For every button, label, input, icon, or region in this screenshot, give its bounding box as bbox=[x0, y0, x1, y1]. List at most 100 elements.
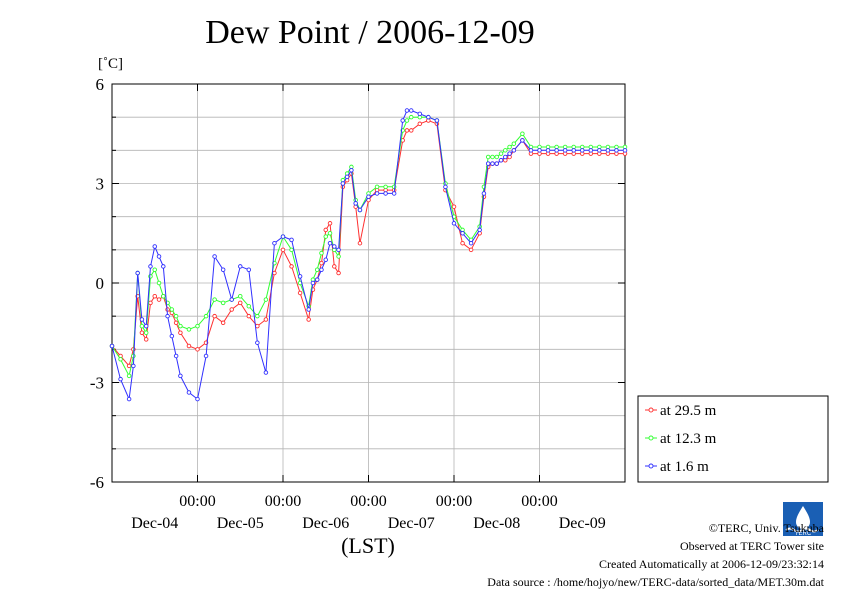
y-tick-label: -3 bbox=[90, 374, 104, 393]
credit-copyright: ©TERC, Univ. Tsukuba bbox=[708, 521, 824, 535]
series-point bbox=[468, 247, 474, 253]
series-point bbox=[289, 247, 294, 253]
x-day-label: Dec-08 bbox=[473, 515, 520, 532]
series-point bbox=[537, 148, 542, 153]
series-point bbox=[161, 264, 166, 269]
series-point bbox=[323, 234, 329, 239]
series-point bbox=[319, 267, 324, 272]
series-point bbox=[494, 154, 500, 160]
legend-marker bbox=[648, 435, 654, 441]
series-point bbox=[323, 257, 329, 263]
x-axis-label: (LST) bbox=[341, 533, 395, 558]
series-point bbox=[485, 161, 491, 166]
series-point bbox=[263, 297, 269, 302]
legend-label: at 29.5 m bbox=[660, 403, 717, 419]
series-point bbox=[434, 118, 440, 123]
series-point bbox=[520, 131, 525, 136]
series-point bbox=[212, 297, 217, 302]
series-point bbox=[118, 376, 123, 382]
series-point bbox=[336, 254, 341, 259]
series-point bbox=[344, 174, 350, 180]
x-tick-label: 00:00 bbox=[350, 493, 386, 510]
credit-source: Data source : /home/hojyo/new/TERC-data/… bbox=[487, 575, 824, 589]
series-point bbox=[156, 280, 162, 286]
series-point bbox=[391, 191, 397, 196]
series-point bbox=[374, 184, 380, 190]
series-point bbox=[246, 313, 252, 319]
series-point bbox=[220, 320, 226, 326]
x-tick-label: 00:00 bbox=[436, 493, 472, 510]
series-point bbox=[580, 148, 585, 153]
series-point bbox=[126, 396, 132, 402]
series-point bbox=[507, 144, 512, 150]
series-point bbox=[118, 357, 123, 362]
series-point bbox=[143, 323, 149, 329]
y-axis-unit-label: [˚C] bbox=[98, 56, 123, 72]
series-point bbox=[186, 390, 192, 395]
terc-logo: TERC bbox=[783, 502, 823, 537]
series-point bbox=[485, 154, 491, 160]
series-point bbox=[310, 280, 316, 286]
x-day-label: Dec-04 bbox=[131, 515, 178, 532]
series-point bbox=[126, 373, 132, 379]
legend-marker bbox=[648, 407, 654, 413]
x-tick-label: 00:00 bbox=[265, 493, 301, 510]
series-point bbox=[195, 323, 200, 329]
series-point bbox=[156, 254, 162, 259]
series-point bbox=[477, 227, 482, 233]
series-point bbox=[139, 330, 145, 336]
series-point bbox=[468, 240, 474, 246]
credit-observed: Observed at TERC Tower site bbox=[679, 539, 824, 553]
series-point bbox=[332, 264, 337, 269]
series-point bbox=[314, 267, 320, 272]
series-point bbox=[203, 313, 209, 319]
series-point bbox=[357, 207, 363, 213]
series-point bbox=[511, 141, 517, 146]
series-point bbox=[152, 244, 157, 249]
series-point bbox=[229, 307, 234, 312]
series-point bbox=[139, 323, 145, 329]
series-point bbox=[503, 148, 508, 153]
series-point bbox=[263, 370, 269, 375]
series-point bbox=[409, 128, 414, 133]
series-point bbox=[203, 353, 209, 359]
series-point bbox=[327, 221, 333, 226]
series-point bbox=[186, 327, 192, 332]
series-point bbox=[272, 270, 277, 276]
series-point bbox=[229, 297, 234, 302]
series-point bbox=[220, 300, 226, 306]
series-point bbox=[366, 194, 371, 200]
series-point bbox=[336, 270, 341, 276]
series-point bbox=[400, 118, 405, 123]
x-day-label: Dec-05 bbox=[217, 515, 264, 532]
series-point bbox=[289, 264, 294, 269]
series-point bbox=[143, 330, 149, 336]
series-point bbox=[314, 277, 320, 282]
series-point bbox=[306, 307, 311, 312]
series-point bbox=[481, 191, 487, 196]
series-point bbox=[148, 300, 153, 306]
series-point bbox=[332, 244, 337, 249]
series-point bbox=[152, 267, 157, 272]
grid-lines bbox=[112, 84, 625, 482]
series-point bbox=[503, 154, 508, 160]
series-point bbox=[571, 148, 576, 153]
series-point bbox=[353, 201, 358, 206]
x-day-label: Dec-06 bbox=[302, 515, 349, 532]
series-point bbox=[357, 240, 363, 246]
x-day-label: Dec-07 bbox=[388, 515, 435, 532]
series-point bbox=[272, 240, 277, 246]
series-point bbox=[173, 320, 179, 326]
series-point bbox=[374, 191, 380, 196]
series-point bbox=[178, 373, 183, 379]
series-point bbox=[319, 250, 324, 256]
series-point bbox=[327, 240, 333, 246]
series-point bbox=[490, 154, 495, 160]
series-point bbox=[622, 148, 628, 153]
series-point bbox=[169, 333, 175, 339]
y-tick-label: -6 bbox=[90, 473, 104, 492]
series-point bbox=[237, 264, 243, 269]
series-point bbox=[195, 347, 200, 352]
